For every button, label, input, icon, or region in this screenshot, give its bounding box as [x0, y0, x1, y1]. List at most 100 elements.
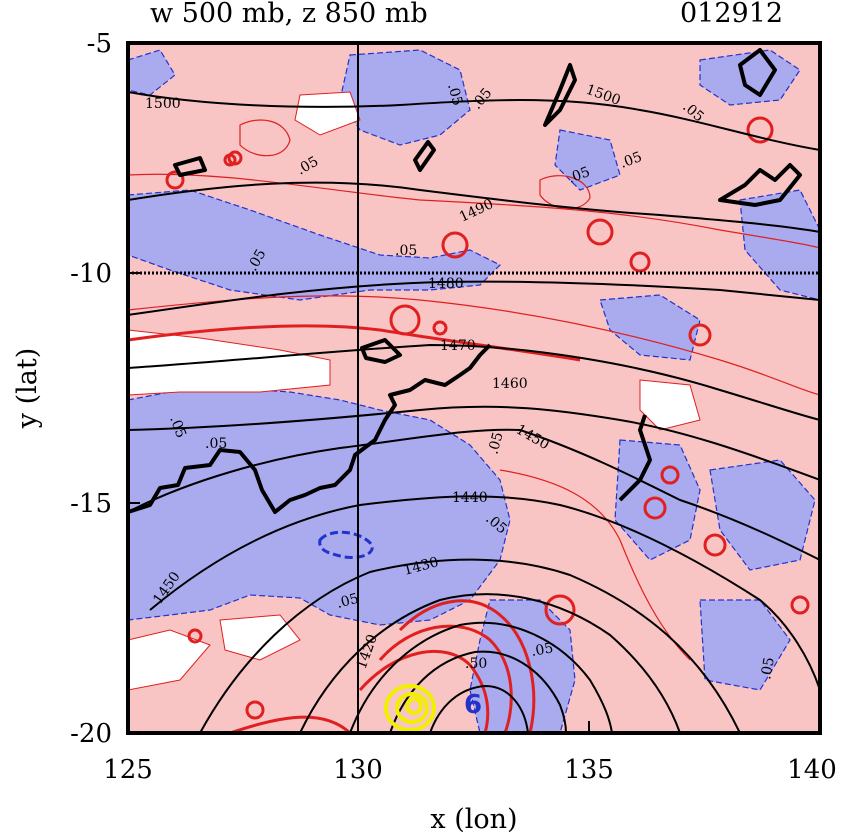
contour-label: .05 — [485, 430, 506, 456]
positive-cell — [441, 231, 469, 259]
height-contour — [128, 428, 820, 561]
positive-contour — [239, 119, 291, 157]
contour-label: 1460 — [492, 376, 528, 392]
zero-contour — [543, 63, 577, 127]
positive-cell — [544, 594, 576, 626]
contour-label: 1480 — [428, 276, 464, 292]
negative-core-contour — [318, 530, 374, 560]
negative-region — [128, 49, 176, 96]
map-title: w 500 mb, z 850 mb — [150, 0, 428, 29]
contour-label: .05 — [566, 164, 592, 187]
positive-contour — [539, 175, 591, 210]
positive-cell — [432, 320, 448, 336]
zero-contour — [173, 156, 207, 177]
height-contour — [128, 181, 820, 233]
contour-label: .05 — [530, 640, 555, 660]
positive-contour — [128, 295, 820, 396]
contour-label: .05 — [166, 414, 189, 440]
contour-label: .05 — [758, 656, 778, 681]
maximum-contour — [384, 684, 436, 732]
height-contour — [128, 405, 820, 481]
zero-contour — [618, 414, 652, 502]
height-contour — [128, 343, 820, 421]
positive-cell — [643, 496, 667, 520]
y-tick-label: -15 — [70, 489, 112, 519]
height-contour — [128, 280, 820, 316]
y-tick-label: -20 — [70, 719, 112, 749]
negative-region — [554, 129, 621, 191]
contour-label: .05 — [335, 591, 361, 612]
neutral-region — [639, 379, 701, 431]
contour-label: .05 — [444, 82, 465, 108]
positive-velocity-contours — [128, 119, 820, 661]
zero-contour — [738, 48, 777, 97]
positive-contour — [398, 599, 536, 733]
negative-region — [339, 49, 471, 146]
height-contour — [128, 91, 820, 151]
positive-contour — [128, 173, 820, 249]
positive-cell — [187, 628, 203, 644]
x-tick-label: 135 — [564, 755, 614, 785]
map-date-code: 012912 — [680, 0, 783, 29]
positive-cell — [790, 595, 810, 615]
positive-cell — [688, 323, 712, 347]
x-axis-label: x (lon) — [430, 804, 517, 835]
positive-contour — [499, 469, 691, 661]
neutral-region — [219, 614, 301, 661]
neutral-region — [128, 329, 331, 396]
negative-region — [469, 599, 576, 733]
positive-cell — [245, 700, 265, 720]
zero-contour — [718, 163, 802, 207]
contour-label: .50 — [465, 656, 487, 672]
height-contour — [349, 621, 613, 733]
positive-cell — [746, 116, 774, 144]
positive-cell — [629, 251, 651, 273]
negative-region — [709, 459, 816, 571]
zero-contour — [413, 140, 436, 172]
negative-region — [699, 49, 801, 106]
height-contour — [149, 495, 820, 691]
maximum-contour — [405, 697, 423, 715]
plot-area: 1500 1500 1490 1480 1470 1460 1450 1450 … — [128, 43, 820, 733]
height-contour — [199, 558, 741, 733]
negative-region — [599, 294, 701, 361]
minimum-marker: 6 — [464, 690, 482, 720]
positive-cell — [586, 218, 614, 246]
contour-label: 1440 — [452, 490, 488, 506]
neutral-region — [128, 629, 211, 691]
zero-contour — [128, 343, 492, 514]
negative-velocity-regions — [128, 49, 820, 733]
positive-cell — [165, 170, 185, 190]
neutral-region — [294, 91, 361, 136]
x-tick-label: 130 — [333, 755, 383, 785]
positive-contour — [378, 624, 513, 733]
positive-cell — [660, 465, 680, 485]
zero-contours — [128, 48, 802, 514]
positive-contour — [358, 649, 490, 733]
y-tick-label: -5 — [87, 29, 112, 59]
contour-label: 1470 — [440, 338, 476, 354]
maximum-core — [384, 684, 436, 732]
x-tick-label: 125 — [103, 755, 153, 785]
y-tick-label: -10 — [70, 259, 112, 289]
contour-label: .05 — [395, 243, 417, 259]
positive-cell — [223, 153, 237, 167]
plot-frame — [126, 41, 822, 735]
negative-region — [699, 599, 791, 691]
contour-label: .05 — [205, 436, 227, 452]
tick-marks — [127, 42, 821, 734]
contour-label: 1500 — [145, 96, 181, 112]
y-axis-label: y (lat) — [12, 348, 43, 430]
positive-contour — [229, 715, 352, 733]
maximum-contour — [395, 692, 429, 724]
zero-contour — [360, 338, 402, 364]
positive-cell — [703, 533, 727, 557]
negative-region — [614, 439, 701, 561]
height-contour — [429, 684, 529, 733]
x-tick-label: 140 — [787, 755, 837, 785]
height-contours — [128, 91, 820, 733]
neutral-regions — [128, 91, 701, 691]
contour-label: .05 — [618, 149, 644, 172]
height-contour — [299, 593, 681, 733]
